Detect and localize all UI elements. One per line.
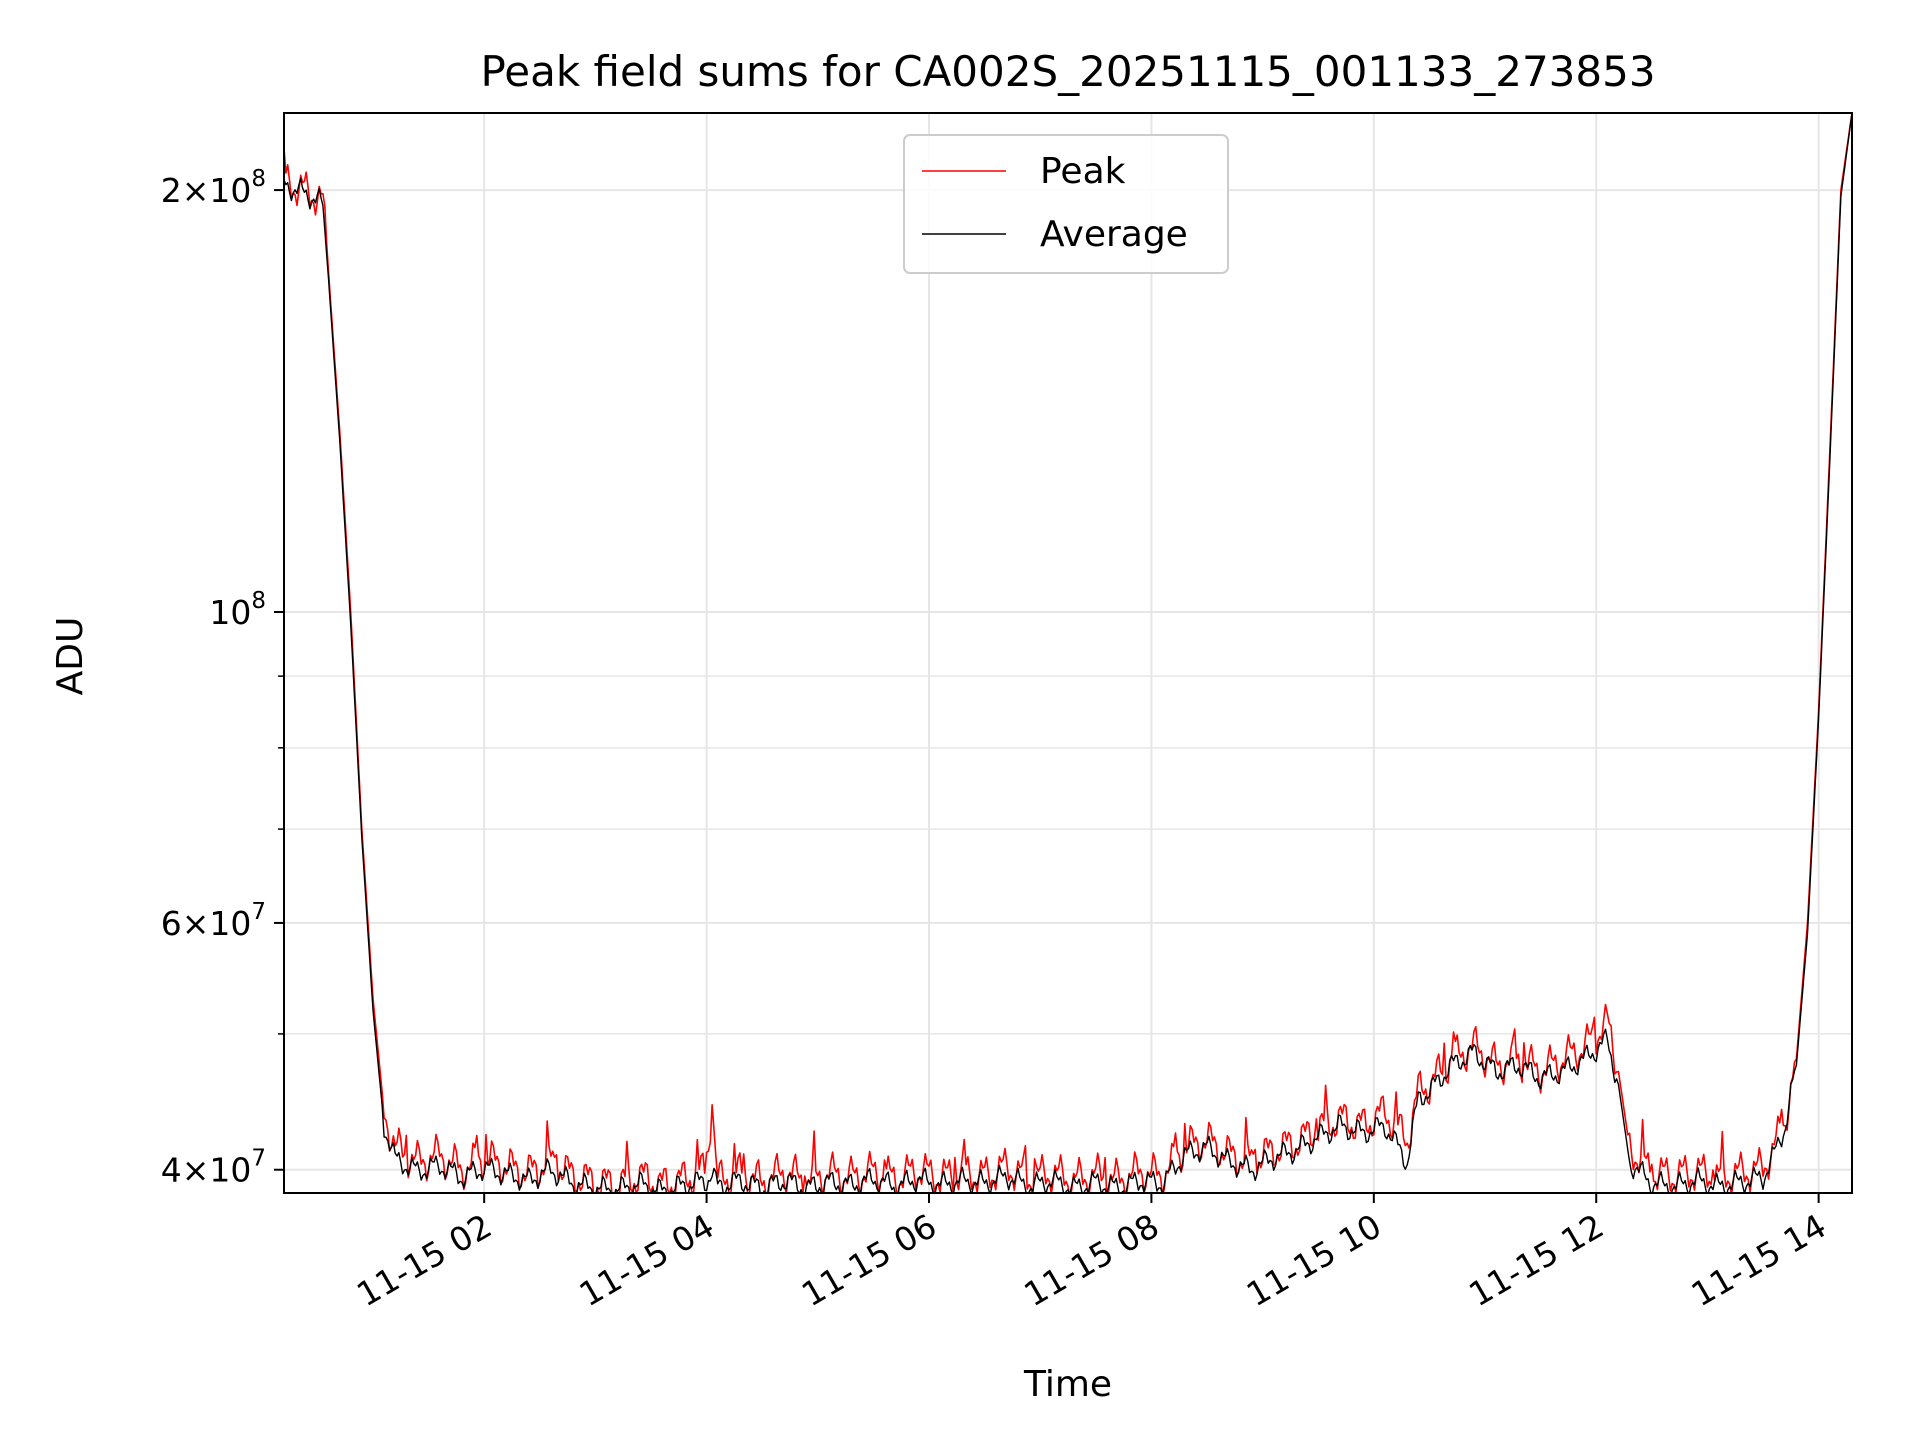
series-layer [284, 113, 1852, 1193]
y-tick-label: 4×107 [161, 1146, 266, 1190]
legend-label-peak: Peak [1040, 151, 1126, 192]
legend-label-average: Average [1040, 214, 1188, 255]
y-tick-label: 2×108 [161, 166, 266, 210]
chart-title: Peak field sums for CA002S_20251115_0011… [480, 47, 1655, 96]
legend-frame [903, 134, 1229, 274]
plot-frame [283, 112, 1853, 1194]
series-line-average [284, 113, 1852, 1193]
y-tick-label: 6×107 [161, 899, 266, 943]
y-axis-label: ADU [50, 617, 91, 696]
x-axis-label: Time [1023, 1364, 1112, 1405]
legend: Peak Average [903, 134, 1229, 274]
